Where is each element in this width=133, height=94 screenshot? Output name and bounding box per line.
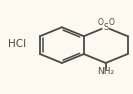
Text: O: O <box>97 18 103 27</box>
Text: HCl: HCl <box>8 39 26 49</box>
Text: O: O <box>108 18 114 27</box>
Text: S: S <box>103 23 108 32</box>
Text: NH₂: NH₂ <box>97 67 114 76</box>
